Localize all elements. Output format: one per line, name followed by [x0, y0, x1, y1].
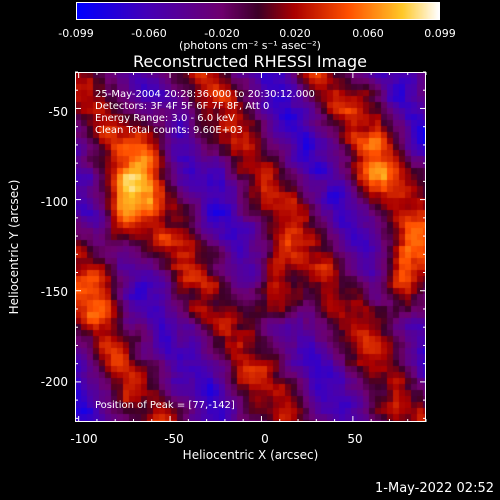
colorbar-tick: -0.099	[58, 27, 94, 40]
colorbar-tick: -0.020	[204, 27, 240, 40]
colorbar-tick: -0.060	[131, 27, 167, 40]
y-axis-label: Heliocentric Y (arcsec)	[7, 179, 21, 315]
annotation-detectors: Detectors: 3F 4F 5F 6F 7F 8F, Att 0	[95, 101, 269, 112]
annotation-time: 25-May-2004 20:28:36.000 to 20:30:12.000	[95, 89, 315, 100]
y-tick-label: -150	[40, 285, 68, 299]
annotation-method: Clean Total counts: 9.60E+03	[95, 125, 243, 136]
colorbar	[76, 2, 440, 20]
x-tick-label: 0	[261, 432, 269, 446]
chart-title: Reconstructed RHESSI Image	[133, 52, 367, 71]
x-tick-label: -50	[164, 432, 184, 446]
y-tick-label: -200	[40, 375, 68, 389]
y-tick-label: -100	[40, 195, 68, 209]
timestamp: 1-May-2022 02:52	[375, 481, 494, 496]
x-tick-label: -100	[70, 432, 98, 446]
heatmap-image	[75, 72, 426, 422]
colorbar-tick: 0.060	[352, 27, 384, 40]
annotation-peak: Position of Peak = [77,-142]	[95, 400, 235, 411]
y-tick-label: -50	[48, 105, 68, 119]
colorbar-tick: 0.099	[424, 27, 456, 40]
x-tick-label: 50	[347, 432, 363, 446]
colorbar-tick: 0.020	[279, 27, 311, 40]
x-axis-label: Heliocentric X (arcsec)	[182, 448, 319, 462]
colorbar-units: (photons cm⁻² s⁻¹ asec⁻²)	[179, 39, 321, 52]
annotation-energy: Energy Range: 3.0 - 6.0 keV	[95, 113, 235, 124]
